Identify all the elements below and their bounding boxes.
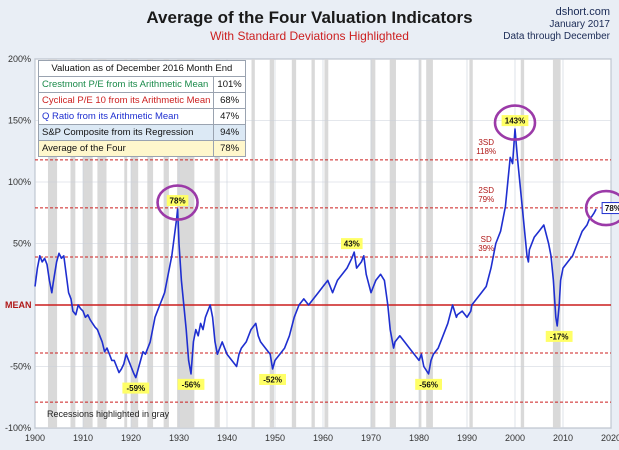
y-tick-label: -100% — [5, 423, 31, 433]
sd-value-label: 39% — [478, 244, 494, 253]
annotation-box — [415, 378, 442, 390]
valuation-row-crestmont: Crestmont P/E from its Arithmetic Mean 1… — [37, 76, 246, 93]
sd-name-label: 2SD — [478, 186, 494, 195]
source-site[interactable]: dshort.com — [555, 6, 610, 18]
annotations: 78% 143% 43% -59% -56% -52% -56% -17% 78% — [122, 104, 619, 394]
annotation-box — [545, 330, 573, 342]
annotation-label: -59% — [126, 384, 145, 393]
sd-name-label: SD — [481, 235, 492, 244]
annotation-box — [259, 373, 286, 385]
highlight-circle — [584, 189, 619, 227]
x-tick-label: 1970 — [361, 433, 381, 443]
source-date: January 2017 — [549, 18, 610, 30]
series-line — [34, 128, 597, 379]
valuation-row-label: Cyclical P/E 10 from its Arithmetic Mean — [37, 92, 215, 109]
sd-value-label: 118% — [476, 147, 496, 156]
annotation-box — [166, 195, 189, 207]
mean-label: MEAN — [5, 300, 32, 310]
valuation-table: Valuation as of December 2016 Month End … — [37, 60, 246, 157]
valuation-row-label: Average of the Four — [37, 140, 215, 157]
annotation-label: 143% — [505, 117, 525, 126]
x-tick-label: 2020 — [601, 433, 619, 443]
valuation-row-value: 47% — [213, 108, 246, 125]
valuation-row-average: Average of the Four 78% — [37, 140, 246, 157]
recessions-note: Recessions highlighted in gray — [47, 409, 170, 419]
valuation-row-label: S&P Composite from its Regression — [37, 124, 215, 141]
valuation-row-q-ratio: Q Ratio from its Arithmetic Mean 47% — [37, 108, 246, 125]
x-tick-label: 1930 — [169, 433, 189, 443]
x-tick-label: 1920 — [121, 433, 141, 443]
annotation-box — [601, 202, 619, 215]
valuation-row-cyclical-pe: Cyclical P/E 10 from its Arithmetic Mean… — [37, 92, 246, 109]
y-tick-label: 100% — [8, 177, 31, 187]
x-tick-label: 1980 — [409, 433, 429, 443]
x-tick-label: 1940 — [217, 433, 237, 443]
annotation-box — [341, 238, 363, 250]
annotation-label: -52% — [263, 375, 282, 384]
source-note: Data through December — [503, 31, 610, 42]
x-tick-label: 1950 — [265, 433, 285, 443]
valuation-row-value: 101% — [213, 76, 246, 93]
chart-title: Average of the Four Valuation Indicators — [146, 8, 473, 27]
annotation-label: -17% — [550, 332, 569, 341]
annotation-label: -56% — [419, 380, 438, 389]
valuation-table-heading: Valuation as of December 2016 Month End — [38, 60, 246, 77]
sd-value-label: 79% — [478, 195, 494, 204]
annotation-box — [501, 115, 529, 127]
x-tick-label: 1990 — [457, 433, 477, 443]
annotation-label: 78% — [605, 204, 619, 213]
valuation-row-label: Q Ratio from its Arithmetic Mean — [37, 108, 215, 125]
chart-subtitle: With Standard Deviations Highlighted — [210, 29, 409, 43]
y-tick-label: 50% — [13, 239, 31, 249]
annotation-label: 78% — [170, 197, 186, 206]
highlight-circle — [156, 184, 199, 221]
highlight-circle — [493, 104, 537, 141]
y-tick-label: 200% — [8, 54, 31, 64]
valuation-row-label: Crestmont P/E from its Arithmetic Mean — [37, 76, 215, 93]
valuation-row-value: 78% — [213, 140, 246, 157]
x-tick-label: 1910 — [73, 433, 93, 443]
valuation-row-value: 94% — [213, 124, 246, 141]
y-tick-label: -50% — [10, 362, 31, 372]
x-tick-label: 2010 — [553, 433, 573, 443]
annotation-label: -56% — [182, 380, 201, 389]
annotation-box — [177, 378, 205, 390]
source-block: dshort.com January 2017 Data through Dec… — [503, 6, 610, 44]
x-tick-label: 2000 — [505, 433, 525, 443]
y-tick-label: 150% — [8, 116, 31, 126]
annotation-box — [122, 382, 150, 394]
valuation-row-sp-regression: S&P Composite from its Regression 94% — [37, 124, 246, 141]
annotation-label: 43% — [344, 240, 360, 249]
x-tick-label: 1900 — [25, 433, 45, 443]
sd-name-label: 3SD — [478, 138, 494, 147]
axis-labels: 1900 1910 1920 1930 1940 1950 1960 1970 1980 1990… — [5, 54, 619, 443]
series-layer — [34, 128, 597, 379]
valuation-table-heading-row: Valuation as of December 2016 Month End — [38, 60, 246, 77]
valuation-row-value: 68% — [213, 92, 246, 109]
x-tick-label: 1960 — [313, 433, 333, 443]
